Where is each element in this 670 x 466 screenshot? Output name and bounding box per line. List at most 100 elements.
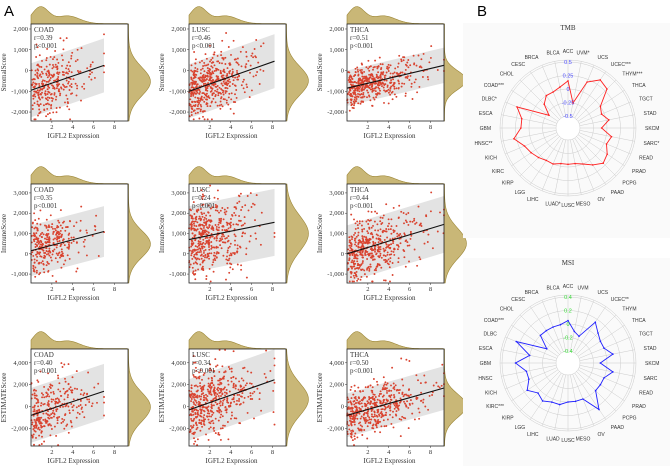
data-point	[215, 365, 217, 368]
data-point	[384, 387, 387, 389]
data-point	[66, 246, 69, 249]
data-point	[259, 68, 262, 71]
data-point	[86, 398, 89, 401]
data-point	[209, 390, 212, 392]
data-point	[365, 220, 368, 223]
data-point	[357, 278, 360, 280]
data-point	[197, 268, 200, 271]
data-point	[83, 82, 85, 85]
data-point	[208, 257, 211, 260]
data-point	[232, 350, 235, 353]
data-point	[358, 85, 361, 88]
data-point	[203, 212, 206, 215]
x-density-curve	[346, 166, 445, 185]
data-point	[199, 98, 202, 101]
x-axis-label: IGFL2 Expression	[364, 132, 416, 140]
data-point	[32, 94, 35, 97]
data-point	[36, 255, 39, 258]
data-point	[347, 401, 350, 404]
data-point	[192, 94, 195, 97]
data-point	[426, 241, 429, 243]
data-point	[205, 220, 208, 223]
data-point	[35, 43, 38, 46]
data-point	[389, 64, 392, 67]
data-point	[406, 75, 409, 78]
data-point	[377, 241, 380, 244]
data-point	[238, 393, 241, 396]
x-density-curve	[188, 6, 287, 25]
data-point	[352, 107, 355, 110]
data-point	[212, 261, 215, 264]
data-point	[408, 244, 411, 247]
data-point	[224, 56, 227, 59]
data-point	[229, 226, 232, 229]
data-point	[59, 224, 62, 227]
data-point	[225, 210, 228, 213]
data-point	[435, 381, 438, 384]
data-point	[191, 223, 193, 226]
data-point	[374, 404, 377, 406]
y-axis-label: ImmuneScore	[316, 214, 324, 253]
data-point	[364, 422, 367, 424]
data-point	[37, 77, 40, 80]
data-point	[250, 382, 253, 385]
data-point	[189, 393, 191, 396]
data-point	[195, 92, 197, 95]
data-point	[234, 93, 236, 96]
data-point	[232, 112, 235, 115]
data-point	[242, 223, 245, 226]
data-point	[239, 246, 242, 249]
category-label: PRAD	[632, 404, 646, 410]
data-point	[361, 220, 364, 223]
data-point	[385, 383, 388, 386]
data-point	[395, 95, 398, 98]
data-point	[194, 112, 197, 115]
data-point	[352, 81, 354, 84]
data-point	[367, 401, 370, 404]
data-point	[206, 388, 209, 391]
data-point	[368, 95, 371, 98]
data-point	[34, 73, 37, 76]
data-point	[401, 391, 404, 394]
data-point	[193, 417, 196, 420]
data-point	[371, 427, 374, 429]
data-point	[243, 91, 246, 94]
data-point	[365, 66, 368, 69]
data-point	[352, 393, 355, 396]
data-point	[211, 92, 214, 95]
data-point	[46, 93, 49, 96]
data-point	[401, 82, 404, 85]
data-point	[36, 379, 39, 382]
data-point	[59, 94, 61, 97]
data-point	[229, 224, 232, 227]
data-vertex	[612, 353, 614, 355]
data-point	[212, 270, 215, 273]
data-point	[198, 224, 200, 227]
x-tick-label: 8	[271, 124, 274, 131]
data-vertex	[537, 392, 539, 394]
data-point	[205, 398, 208, 401]
data-point	[353, 265, 356, 268]
data-point	[221, 365, 224, 368]
data-point	[188, 430, 191, 433]
data-point	[381, 216, 384, 219]
data-point	[363, 77, 366, 80]
data-point	[385, 228, 388, 230]
data-point	[46, 76, 49, 79]
data-point	[273, 232, 276, 234]
data-point	[209, 184, 212, 187]
data-point	[203, 216, 206, 219]
x-tick-label: 4	[387, 286, 391, 293]
data-point	[247, 209, 250, 212]
data-point	[216, 403, 219, 405]
data-point	[362, 245, 365, 248]
data-point	[192, 242, 195, 245]
data-point	[203, 221, 206, 224]
data-point	[231, 83, 234, 85]
data-point	[62, 39, 65, 42]
radial-tick-label: 0	[566, 87, 569, 93]
data-point	[210, 403, 213, 406]
data-point	[240, 84, 243, 87]
data-point	[45, 391, 48, 394]
category-label: KICH	[485, 156, 497, 162]
